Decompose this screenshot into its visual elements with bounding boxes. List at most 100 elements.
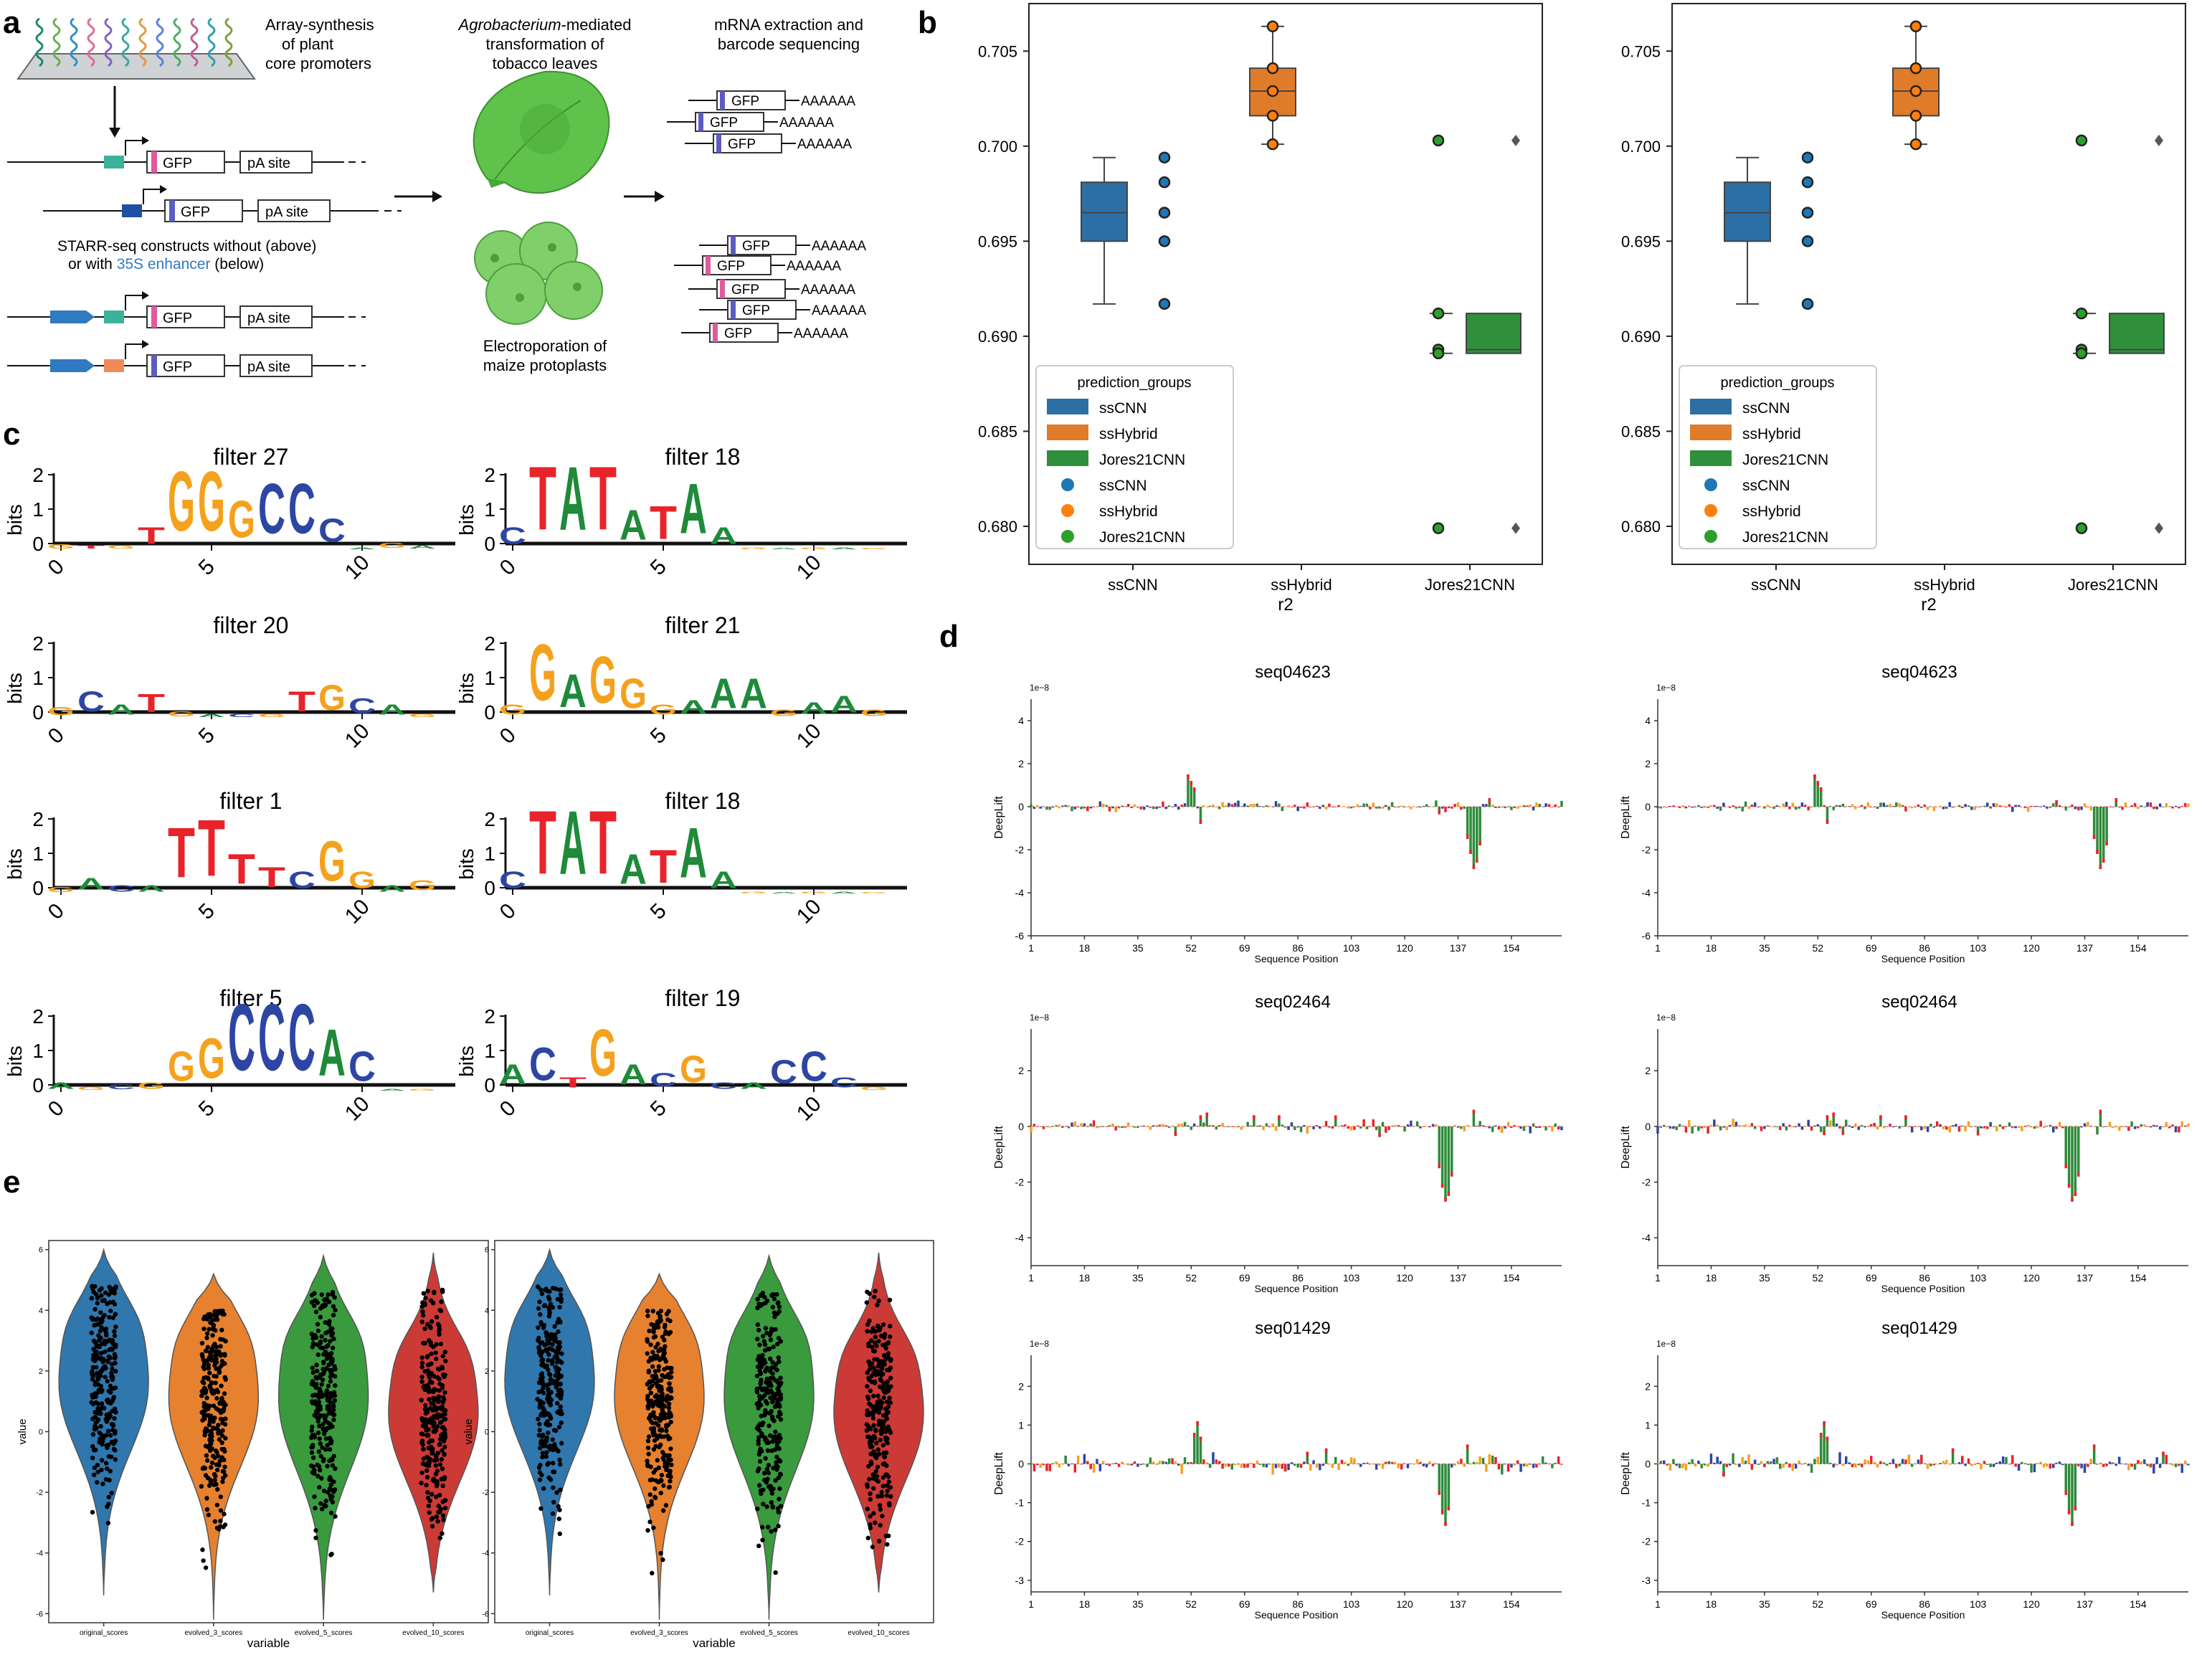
jitter-point xyxy=(217,1400,222,1405)
x-tick-label: 35 xyxy=(1759,942,1770,954)
jitter-point xyxy=(866,1434,871,1440)
y-tick-label: 2 xyxy=(32,808,44,830)
jitter-point xyxy=(212,1415,217,1421)
attribution-bar xyxy=(1164,807,1168,810)
attribution-bar xyxy=(1064,1126,1067,1127)
jitter-point xyxy=(442,1452,447,1457)
pa-site-label: pA site xyxy=(265,204,308,220)
jitter-point xyxy=(888,1485,893,1490)
attribution-bar xyxy=(1385,805,1387,807)
jitter-point xyxy=(206,1512,212,1517)
jitter-point xyxy=(548,1301,554,1307)
jitter-point xyxy=(769,1414,775,1419)
jitter-point xyxy=(548,1447,553,1452)
jitter-point xyxy=(329,1551,334,1557)
jitter-point xyxy=(421,1456,427,1461)
jitter-point xyxy=(777,1359,782,1365)
attribution-bar xyxy=(1080,807,1083,810)
attribution-bar xyxy=(1036,805,1039,807)
read-gfp-box xyxy=(716,90,786,110)
attribution-bar xyxy=(1387,1461,1390,1464)
jitter-point xyxy=(876,1298,881,1304)
jitter-point xyxy=(213,1474,218,1479)
read-gfp-label: GFP xyxy=(731,94,759,109)
logo-letter: G xyxy=(740,891,767,894)
data-point xyxy=(1801,298,1814,310)
y-tick-label: 2 xyxy=(1645,758,1651,769)
oligo-strand xyxy=(70,17,78,67)
jitter-point xyxy=(199,1389,204,1394)
data-point xyxy=(2075,307,2088,320)
attribution-bar xyxy=(1403,1463,1406,1464)
attribution-bar xyxy=(1529,804,1532,807)
jitter-point xyxy=(203,1565,209,1570)
attribution-bar xyxy=(1456,1126,1460,1128)
attribution-bar xyxy=(1957,805,1961,807)
jitter-point xyxy=(105,1360,110,1365)
attribution-bar xyxy=(1453,1124,1456,1127)
jitter-point xyxy=(557,1531,562,1537)
data-point xyxy=(1158,151,1171,163)
attribution-bar xyxy=(1324,1448,1328,1464)
jitter-point xyxy=(542,1287,548,1293)
jitter-point xyxy=(546,1386,551,1392)
jitter-point xyxy=(437,1332,442,1337)
attribution-bar xyxy=(1478,1121,1481,1127)
jitter-point xyxy=(778,1392,784,1398)
jitter-point xyxy=(429,1492,435,1497)
jitter-point xyxy=(663,1359,669,1364)
jitter-point xyxy=(550,1305,556,1310)
attribution-bar xyxy=(1453,804,1456,807)
attribution-bar xyxy=(1390,802,1394,807)
jitter-point xyxy=(558,1292,564,1297)
attribution-bar xyxy=(1707,807,1709,808)
attribution-bar xyxy=(1666,1464,1669,1466)
jitter-point xyxy=(89,1400,94,1405)
jitter-point xyxy=(422,1407,428,1412)
jitter-point xyxy=(321,1488,327,1494)
gfp-box xyxy=(146,305,225,328)
jitter-point xyxy=(556,1424,562,1430)
attribution-bar xyxy=(1873,1122,1876,1127)
jitter-point xyxy=(661,1483,666,1488)
plot-title: seq04623 xyxy=(1881,663,1957,682)
attribution-bar xyxy=(1258,1125,1262,1127)
jitter-point xyxy=(864,1300,870,1305)
jitter-point xyxy=(209,1319,214,1324)
data-point xyxy=(1158,207,1171,219)
logo-letter: G xyxy=(860,892,888,894)
attribution-bar xyxy=(2137,807,2140,810)
jitter-point xyxy=(878,1522,883,1528)
attribution-bar xyxy=(1488,1126,1491,1129)
jitter-point xyxy=(756,1483,762,1488)
attribution-bar xyxy=(1431,1464,1435,1466)
jitter-point xyxy=(441,1425,446,1430)
read-barcode-mark xyxy=(720,91,725,110)
attribution-bar xyxy=(1535,1464,1538,1468)
jitter-point xyxy=(755,1357,761,1362)
jitter-point xyxy=(760,1334,766,1339)
jitter-point xyxy=(95,1370,100,1376)
y-tick-label: 2 xyxy=(32,1005,44,1028)
y-tick-label: -4 xyxy=(1642,1232,1651,1243)
data-point xyxy=(1801,207,1814,219)
attribution-cap xyxy=(1826,1115,1829,1120)
attribution-bar xyxy=(1447,1126,1451,1196)
jitter-point xyxy=(419,1470,424,1475)
attribution-bar xyxy=(1851,804,1854,807)
attribution-bar xyxy=(1688,805,1691,807)
logo-letter: G xyxy=(228,491,255,549)
attribution-bar xyxy=(2036,1463,2039,1464)
attribution-bar xyxy=(2099,1462,2102,1464)
polya-label: AAAAAA xyxy=(794,326,848,341)
legend-label: Jores21CNN xyxy=(1099,529,1185,546)
attribution-bar xyxy=(1192,1123,1196,1127)
jitter-point xyxy=(208,1465,214,1470)
attribution-bar xyxy=(1098,801,1102,807)
y-tick-label: 2 xyxy=(484,1005,495,1028)
jitter-point xyxy=(766,1380,771,1385)
data-point xyxy=(1432,134,1445,147)
jitter-point xyxy=(424,1482,429,1488)
jitter-point xyxy=(541,1361,546,1367)
jitter-point xyxy=(310,1336,315,1341)
